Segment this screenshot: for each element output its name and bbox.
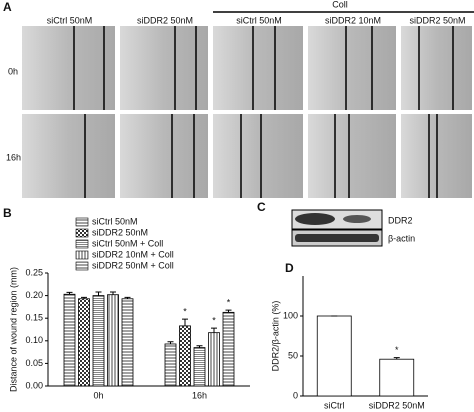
micrograph [120,114,208,198]
band [295,213,335,225]
panel-label: B [3,206,12,220]
significance: * [227,297,231,307]
column-header: siDDR2 10nM [325,15,381,25]
error-bar [393,357,400,360]
column-header: siCtrl 50nM [236,15,282,25]
panel-label: A [3,0,12,14]
micrograph [120,26,208,110]
bar [179,325,191,387]
bar [107,294,119,387]
y-tick-label: 0.05 [25,358,43,368]
micrograph [308,26,396,110]
micrograph [213,114,303,198]
bar [208,332,220,387]
y-tick-label: 0.00 [25,380,43,390]
band-label: β-actin [388,233,415,243]
micrograph [401,26,472,110]
legend-label: siCtrl 50nM [92,216,138,226]
error-bar [95,291,102,296]
row-label: 0h [8,66,18,76]
legend-swatch [75,217,89,227]
error-bar [225,309,232,313]
bar [164,343,177,387]
error-bar [124,296,131,299]
micrograph [22,26,115,110]
band-label: DDR2 [388,215,413,225]
x-tick-label: siCtrl [324,400,345,410]
micrograph [22,114,115,198]
y-axis-label: DDR2/β-actin (%) [270,301,280,372]
y-axis-label: Distance of wound region (mm) [8,267,18,392]
band [295,234,379,242]
error-bar [81,296,87,299]
column-header: siDDR2 50nM [409,15,465,25]
micrograph [213,26,303,110]
bar [92,295,105,387]
bar [222,311,235,387]
error-bar [167,341,174,344]
error-bar [110,291,116,295]
significance: * [212,316,216,326]
legend-swatch [75,239,89,249]
bar [78,298,90,387]
y-tick-label: 50 [288,350,298,360]
legend-swatch [75,228,89,238]
legend-label: siDDR2 50nM + Coll [92,260,174,270]
legend-swatch [75,250,89,260]
bar [316,315,352,397]
legend-label: siCtrl 50nM + Coll [92,238,163,248]
significance: * [395,345,399,355]
column-header: siDDR2 50nM [137,15,193,25]
panel-label: C [257,200,266,214]
column-header: siCtrl 50nM [47,15,93,25]
bar [63,293,76,387]
x-tick-label: siDDR2 50nM [369,400,425,410]
bar [121,298,134,387]
error-bar [211,327,217,333]
error-bar [196,345,203,348]
legend-label: siDDR2 50nM [92,227,148,237]
band [343,215,371,223]
y-tick-label: 100 [283,310,298,320]
y-tick-label: 0.10 [25,335,43,345]
x-tick-label: 0h [93,390,103,400]
error-bar [66,291,73,295]
y-tick-label: 0.15 [25,313,43,323]
legend-swatch [75,261,89,271]
legend-label: siDDR2 10nM + Coll [92,249,174,259]
micrograph [308,114,396,198]
x-tick-label: 16h [192,390,207,400]
panel-label: D [285,261,294,275]
y-tick-label: 0.20 [25,290,43,300]
y-tick-label: 0.25 [25,267,43,277]
error-bar [182,318,188,326]
significance: * [183,306,187,316]
row-label: 16h [6,152,21,162]
y-tick-label: 0 [293,390,298,400]
bar [379,358,415,397]
bar [193,347,206,387]
group-label: Coll [332,0,348,9]
